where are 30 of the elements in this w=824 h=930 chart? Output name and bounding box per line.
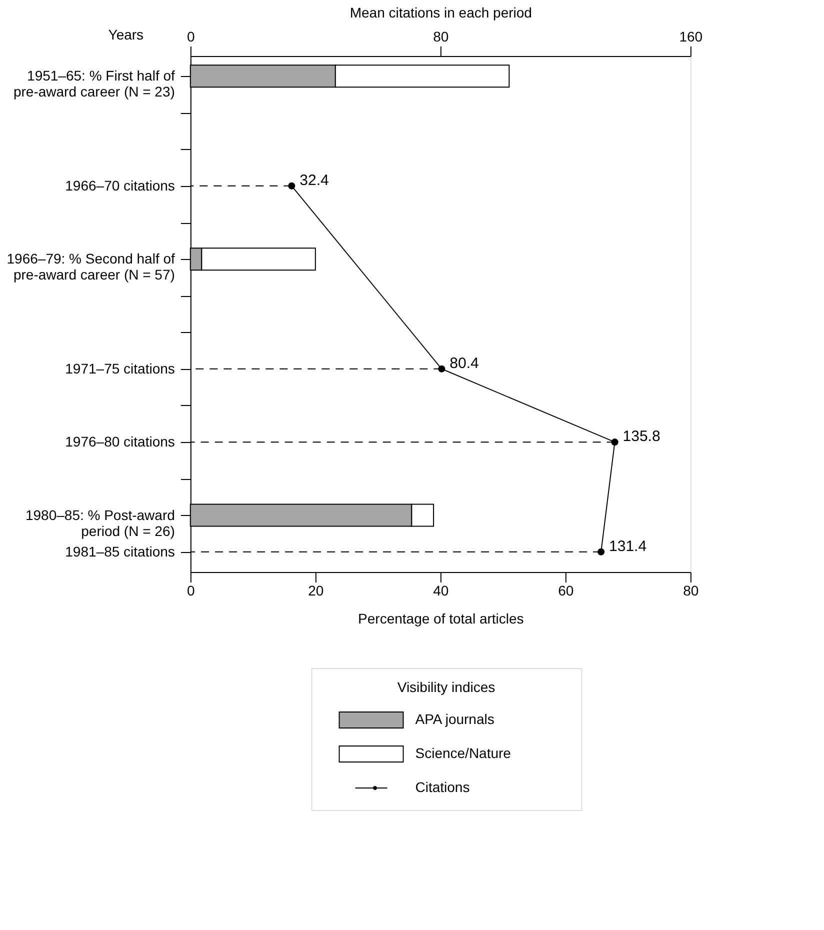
x-tick-label: 0 (187, 582, 196, 598)
y-tick-label: 1981–85 citations (65, 543, 175, 560)
y-tick-label: 1976–80 citations (65, 434, 175, 450)
y-tick-label: 1980–85: % Post-award period (N = 26) (25, 506, 175, 539)
y-tick-label: 1966–79: % Second half of pre-award career (N = 57) (6, 250, 176, 283)
data-label: 32.4 (300, 172, 329, 189)
x-tick-label: 20 (308, 582, 324, 598)
x-tick-label: 80 (683, 582, 699, 598)
y-tick-label: 1951–65: % First half of pre-award career (N = 23) (13, 68, 176, 100)
legend-label: APA journals (415, 711, 494, 727)
point (288, 182, 296, 190)
x-tick-label: 60 (558, 582, 574, 598)
point (611, 438, 618, 446)
point (438, 365, 446, 372)
y-tick-label: 1971–75 citations (65, 360, 175, 376)
x-tick-label: 40 (433, 582, 449, 598)
x-axis-title: Percentage of total articles (358, 610, 524, 626)
data-label: 135.8 (622, 428, 660, 446)
legend-label: Science/Nature (415, 745, 512, 761)
y-tick-label: 1966–70 citations (65, 177, 175, 194)
legend-title: Visibility indices (397, 679, 496, 695)
x2-tick-label: 0 (187, 28, 196, 44)
x2-axis-title: Mean citations in each period (350, 4, 532, 20)
legend-label: Citations (415, 779, 470, 795)
x2-tick-label: 80 (433, 28, 449, 44)
y-axis-title: Years (108, 26, 144, 42)
data-label: 80.4 (450, 354, 479, 372)
point (598, 548, 605, 556)
data-label: 131.4 (609, 538, 647, 555)
x2-tick-label: 160 (679, 28, 703, 44)
